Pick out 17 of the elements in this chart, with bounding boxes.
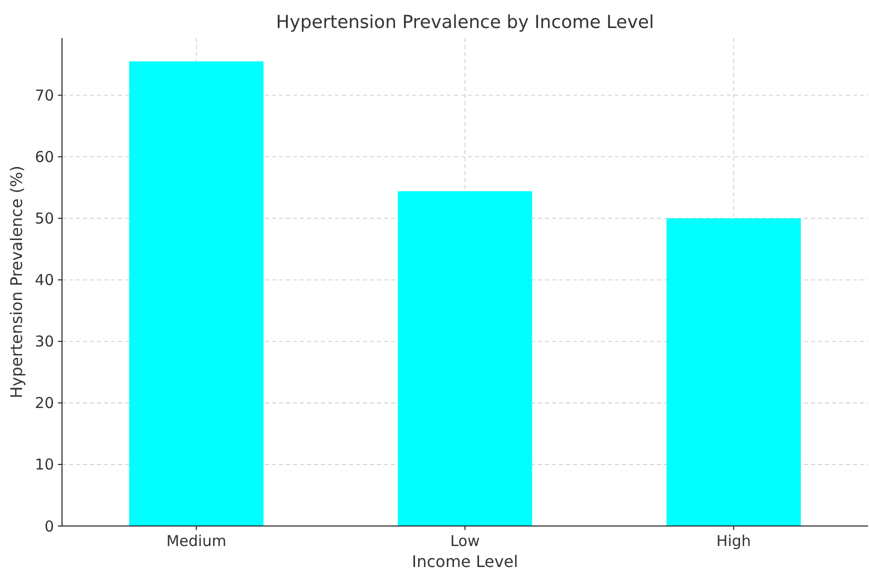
bar (666, 218, 801, 526)
y-tick-label: 20 (34, 394, 54, 412)
x-axis-title: Income Level (412, 552, 518, 571)
y-tick-label: 0 (44, 517, 54, 536)
bar (398, 191, 532, 526)
chart-title: Hypertension Prevalence by Income Level (276, 12, 654, 33)
y-tick-label: 50 (34, 210, 54, 228)
x-tick-label: Medium (166, 532, 226, 550)
y-tick-label: 10 (34, 456, 54, 474)
x-tick-label: High (716, 532, 751, 550)
x-tick-label: Low (450, 532, 480, 550)
bar (129, 61, 264, 526)
y-axis-title: Hypertension Prevalence (%) (7, 166, 26, 398)
y-tick-label: 30 (34, 332, 54, 351)
y-tick-label: 60 (34, 148, 54, 166)
y-tick-label: 40 (34, 271, 54, 290)
y-tick-label: 70 (34, 86, 54, 104)
